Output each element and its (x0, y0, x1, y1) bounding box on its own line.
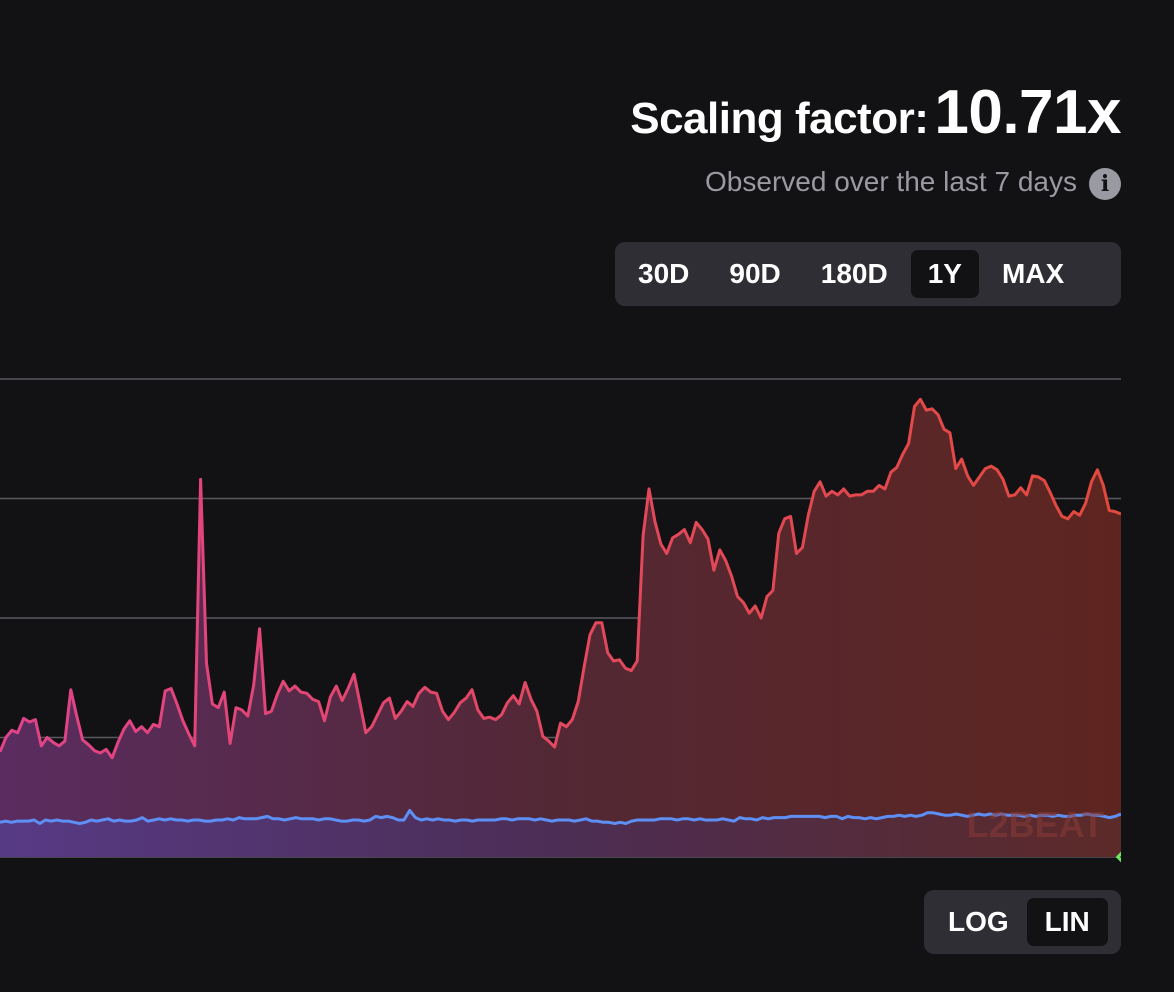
l2beat-watermark: L2BEAT (967, 804, 1104, 845)
chart-header: Scaling factor:10.71x Observed over the … (630, 82, 1121, 200)
layer2-series-line (0, 397, 1121, 760)
range-button-30d[interactable]: 30D (638, 258, 690, 289)
layer2-area (0, 399, 1121, 857)
time-range-selector: 30D 90D 180D 1Y MAX (615, 242, 1121, 306)
range-button-90d[interactable]: 90D (729, 258, 781, 289)
info-icon[interactable]: i (1089, 167, 1121, 200)
scale-button-lin[interactable]: LIN (1026, 898, 1108, 946)
range-button-max[interactable]: MAX (1001, 258, 1065, 289)
scale-button-log[interactable]: LOG (948, 906, 1009, 937)
scaling-factor-label: Scaling factor: (630, 94, 929, 143)
ethereum-area (0, 810, 1121, 857)
ethereum-series-line (0, 808, 1121, 825)
range-button-180d[interactable]: 180D (820, 258, 888, 289)
scaling-factor-value: 10.71x (934, 78, 1121, 147)
scaling-chart: L2BEAT (0, 378, 1121, 872)
observed-text: Observed over the last 7 days (705, 166, 1077, 197)
chart-milestones (1115, 842, 1121, 872)
scale-selector: LOG LIN (924, 890, 1121, 954)
milestone-diamond-icon[interactable] (1115, 842, 1121, 872)
observed-caption: Observed over the last 7 days i (630, 166, 1121, 200)
scaling-factor-row: Scaling factor:10.71x (630, 82, 1121, 144)
range-button-1y[interactable]: 1Y (910, 250, 979, 298)
